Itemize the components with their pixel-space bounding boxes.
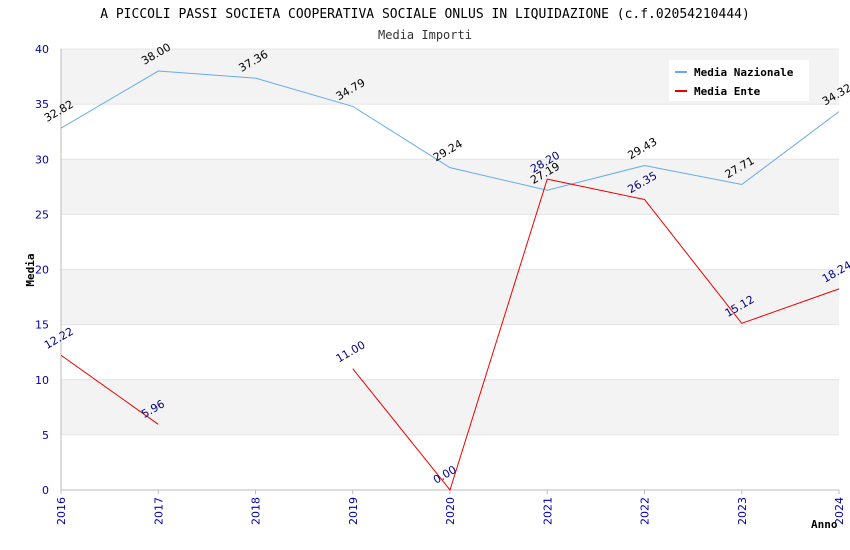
x-tick-label: 2020 (444, 497, 457, 525)
y-axis-label: Media (24, 253, 37, 286)
grid-band (61, 434, 839, 490)
grid-band (61, 324, 839, 380)
y-tick-label: 10 (35, 374, 49, 387)
x-tick-label: 2019 (347, 497, 360, 525)
y-tick-label: 5 (42, 429, 49, 442)
x-tick-label: 2024 (833, 497, 846, 525)
chart-title: A PICCOLI PASSI SOCIETA COOPERATIVA SOCI… (100, 7, 750, 22)
x-tick-label: 2021 (541, 497, 554, 525)
y-tick-label: 0 (42, 484, 49, 497)
grid-band (61, 104, 839, 160)
series-line-segment (60, 354, 159, 425)
series-line-segment (60, 70, 840, 191)
legend-entry: Media Nazionale (694, 66, 794, 79)
legend: Media Nazionale Media Ente (669, 60, 809, 101)
grid-band (61, 214, 839, 270)
x-tick-label: 2022 (639, 497, 652, 525)
y-tick-label: 30 (35, 153, 49, 166)
x-tick-label: 2016 (55, 497, 68, 525)
grid-band (61, 159, 839, 215)
x-axis-label: Anno (811, 518, 838, 531)
x-tick-label: 2023 (736, 497, 749, 525)
y-tick-label: 35 (35, 98, 49, 111)
y-tick-label: 20 (35, 264, 49, 277)
y-tick-label: 40 (35, 43, 49, 56)
y-tick-label: 25 (35, 208, 49, 221)
y-tick-label: 15 (35, 319, 49, 332)
legend-box (669, 60, 809, 101)
x-tick-label: 2018 (250, 497, 263, 525)
legend-entry: Media Ente (694, 85, 761, 98)
x-tick-labels: 2016 2017 2018 2019 2020 2021 2022 2023 2024 (55, 497, 846, 525)
grid-band (61, 379, 839, 435)
series-line-segment (352, 178, 840, 492)
chart-subtitle: Media Importi (378, 28, 472, 42)
x-tick-label: 2017 (152, 497, 165, 525)
y-tick-labels: 0 5 10 15 20 25 30 35 40 (35, 43, 49, 497)
grid-band (61, 269, 839, 325)
grid-bands (61, 49, 839, 490)
